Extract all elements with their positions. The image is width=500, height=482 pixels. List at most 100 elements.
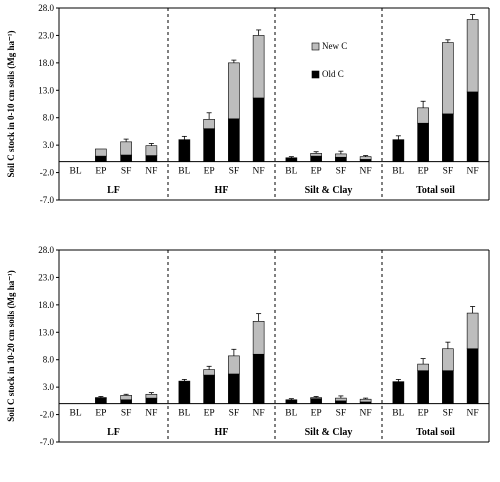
bar-new-c [252, 321, 265, 355]
bar-new-c [228, 62, 240, 120]
category-label: EP [418, 167, 429, 177]
category-label: NF [253, 167, 265, 177]
fraction-label: Silt & Clay [305, 185, 353, 196]
bar-new-c [335, 397, 347, 402]
category-label: NF [145, 409, 157, 419]
fraction-label: Total soil [416, 427, 455, 438]
bar-old-c [203, 128, 215, 162]
bar-old-c [417, 370, 429, 404]
fraction-label: LF [107, 185, 120, 196]
legend-swatch [311, 42, 320, 51]
bar-new-c [228, 355, 240, 375]
fraction-label: Total soil [416, 185, 455, 196]
bar-old-c [310, 155, 322, 162]
bar-old-c [442, 370, 454, 404]
bar-new-c [120, 141, 132, 156]
category-label: SF [121, 167, 132, 177]
bar-old-c [228, 118, 240, 162]
bar-old-c [120, 399, 132, 404]
category-label: NF [360, 409, 372, 419]
category-label: BL [392, 409, 404, 419]
category-label: BL [285, 409, 297, 419]
category-label: BL [285, 167, 297, 177]
fraction-label: HF [215, 427, 229, 438]
bar-old-c [252, 353, 265, 404]
category-label: EP [204, 167, 215, 177]
y-tick-label: 23.0 [38, 272, 54, 282]
bar-new-c [95, 397, 107, 399]
category-label: EP [311, 409, 322, 419]
y-tick-label: 18.0 [38, 300, 54, 310]
fraction-label: Silt & Clay [305, 427, 353, 438]
y-axis-label: Soil C stock in 10-20 cm soils (Mg ha⁻¹) [6, 270, 16, 421]
bar-old-c [203, 374, 215, 404]
legend-swatch [311, 70, 320, 79]
bar-new-c [252, 35, 265, 99]
bar-new-c [466, 312, 479, 350]
bar-old-c [417, 122, 429, 162]
bar-new-c [335, 153, 347, 158]
category-label: SF [229, 409, 240, 419]
y-tick-label: -7.0 [40, 437, 55, 447]
bar-old-c [335, 156, 347, 162]
category-label: EP [418, 409, 429, 419]
category-label: EP [311, 167, 322, 177]
y-tick-label: 13.0 [38, 327, 54, 337]
y-tick-label: 13.0 [38, 85, 54, 95]
fraction-label: LF [107, 427, 120, 438]
bar-new-c [442, 42, 454, 115]
bar-new-c [95, 148, 107, 157]
bar-old-c [95, 155, 107, 162]
y-tick-label: 8.0 [43, 113, 55, 123]
category-label: BL [392, 167, 404, 177]
bar-old-c [335, 400, 347, 404]
bar-old-c [466, 91, 479, 162]
y-tick-label: 18.0 [38, 58, 54, 68]
fraction-label: HF [215, 185, 229, 196]
category-label: BL [178, 409, 190, 419]
category-label: NF [467, 409, 479, 419]
category-label: NF [253, 409, 265, 419]
bar-new-c [417, 363, 429, 371]
bar-new-c [417, 107, 429, 124]
y-tick-label: 3.0 [43, 140, 55, 150]
legend-label: Old C [322, 69, 344, 79]
bar-old-c [359, 159, 372, 162]
bar-old-c [178, 380, 191, 404]
category-label: SF [443, 409, 454, 419]
category-label: SF [336, 409, 347, 419]
bar-new-c [359, 156, 372, 160]
category-label: EP [95, 167, 106, 177]
bar-old-c [228, 373, 240, 404]
category-label: SF [229, 167, 240, 177]
category-label: SF [443, 167, 454, 177]
category-label: BL [178, 167, 190, 177]
bar-old-c [145, 155, 158, 162]
y-tick-label: -7.0 [40, 195, 55, 205]
bar-old-c [392, 139, 405, 162]
y-tick-label: 3.0 [43, 382, 55, 392]
bar-old-c [466, 348, 479, 404]
bar-old-c [95, 397, 107, 404]
legend-label: New C [322, 41, 347, 51]
bar-new-c [203, 119, 215, 129]
y-tick-label: 28.0 [38, 245, 54, 255]
bar-old-c [145, 397, 158, 404]
category-label: NF [360, 167, 372, 177]
bar-old-c [178, 139, 191, 162]
bar-old-c [392, 381, 405, 404]
bar-old-c [252, 97, 265, 162]
category-label: BL [70, 409, 82, 419]
bar-old-c [442, 113, 454, 162]
bar-new-c [359, 398, 372, 403]
bar-new-c [145, 145, 158, 156]
y-tick-label: -2.0 [40, 410, 55, 420]
bar-old-c [120, 154, 132, 162]
y-tick-label: -2.0 [40, 168, 55, 178]
y-axis-label: Soil C stock in 0-10 cm soils (Mg ha⁻¹) [6, 31, 16, 178]
bar-old-c [285, 399, 298, 404]
bar-new-c [442, 348, 454, 371]
y-tick-label: 8.0 [43, 355, 55, 365]
category-label: SF [336, 167, 347, 177]
